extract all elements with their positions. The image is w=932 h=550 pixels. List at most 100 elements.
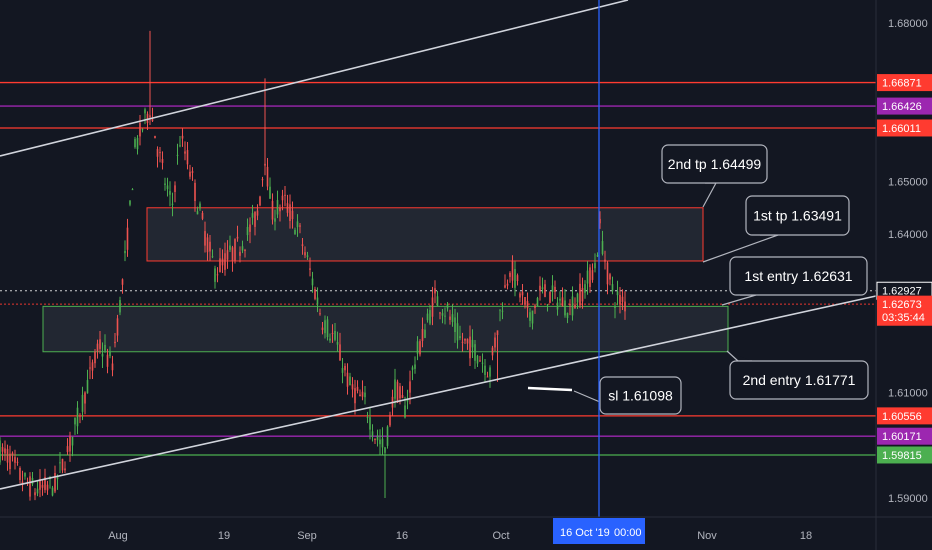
- candle-body: [604, 259, 606, 262]
- annotations-layer: 2nd tp 1.64499 1st tp 1.63491 1st entry 1.…: [527, 144, 869, 415]
- trend-lines: [0, 0, 877, 490]
- candle-body: [229, 245, 231, 250]
- candle-body: [569, 303, 571, 306]
- candle-body: [536, 298, 539, 307]
- candle-body: [71, 436, 74, 446]
- candle-body: [606, 262, 609, 285]
- candle-body: [209, 241, 211, 252]
- candle-body: [581, 287, 584, 302]
- candle-body: [499, 309, 501, 311]
- candle-body: [491, 347, 494, 356]
- candle-body: [39, 479, 41, 490]
- candle-body: [211, 256, 214, 258]
- candle-body: [544, 284, 546, 297]
- candle-body: [66, 446, 69, 453]
- candles-layer: [0, 30, 626, 501]
- candle-body: [44, 477, 46, 490]
- candle-body: [414, 364, 416, 369]
- candle-body: [131, 189, 134, 191]
- candle-body: [216, 274, 219, 276]
- price-tag-resistance: [877, 74, 932, 92]
- candle-body: [456, 323, 459, 341]
- entry-zone: [42, 305, 729, 353]
- candle-body: [364, 392, 366, 398]
- candle-body: [46, 484, 49, 491]
- candle-body: [259, 196, 261, 206]
- candle-body: [189, 171, 191, 177]
- candle-body: [309, 268, 311, 270]
- candle-body: [121, 279, 124, 285]
- candle-body: [266, 166, 269, 187]
- candle-body: [426, 313, 429, 321]
- price-tag-label: 1.62927: [882, 286, 922, 298]
- candle-body: [139, 122, 141, 137]
- candle-body: [141, 129, 144, 131]
- candle-body: [261, 179, 264, 181]
- candle-body: [406, 398, 409, 402]
- candle-body: [29, 476, 31, 497]
- candle-body: [619, 294, 621, 305]
- candle-body: [231, 247, 234, 261]
- candle-body: [444, 315, 446, 317]
- candle-body: [136, 137, 139, 150]
- time-tick-label: 19: [218, 530, 230, 542]
- candle-body: [311, 278, 314, 286]
- candle-body: [201, 212, 204, 219]
- candle-body: [549, 291, 551, 303]
- candle-body: [554, 286, 556, 292]
- candle-body: [164, 183, 166, 185]
- candle-body: [0, 440, 1, 463]
- candle-body: [511, 261, 514, 281]
- candle-body: [239, 251, 241, 256]
- candle-body: [134, 139, 136, 148]
- candle-body: [166, 185, 169, 190]
- price-tag-level: [877, 427, 932, 445]
- candle-body: [101, 353, 104, 357]
- candle-body: [516, 275, 519, 282]
- callout-label: 2nd entry 1.61771: [743, 372, 856, 388]
- candle-body: [434, 288, 436, 294]
- candle-body: [111, 363, 114, 371]
- crosshair-date-label: 16 Oct '19: [560, 527, 610, 539]
- candle-body: [149, 115, 151, 118]
- candle-body: [144, 109, 146, 114]
- candle-body: [586, 270, 589, 284]
- time-tick-label: Aug: [108, 530, 128, 542]
- candle-body: [306, 255, 309, 257]
- candle-body: [299, 225, 301, 227]
- candle-body: [236, 236, 239, 239]
- price-tag-support: [877, 407, 932, 425]
- candle-body: [56, 476, 59, 480]
- candle-body: [81, 394, 84, 412]
- candle-body: [551, 285, 554, 293]
- price-tag-label: 1.66426: [882, 101, 922, 113]
- candle-body: [254, 211, 256, 227]
- candle-body: [324, 320, 326, 334]
- candle-body: [411, 367, 414, 370]
- price-axis[interactable]: 1.68000 1.65000 1.64000 1.61000 1.59000 1.668…: [876, 18, 932, 505]
- candle-body: [346, 372, 349, 387]
- candle-body: [566, 312, 569, 318]
- price-tag-label: 1.60556: [882, 411, 922, 423]
- candle-body: [16, 461, 19, 463]
- candle-body: [616, 291, 619, 296]
- price-tag-level: [877, 97, 932, 115]
- candle-body: [186, 150, 189, 165]
- callout-box: [745, 195, 850, 236]
- candle-body: [379, 439, 381, 445]
- candle-body: [69, 436, 71, 452]
- candle-body: [539, 285, 541, 291]
- candle-body: [341, 367, 344, 373]
- candle-body: [576, 293, 579, 303]
- candle-body: [399, 386, 401, 399]
- candle-body: [156, 149, 159, 157]
- time-axis[interactable]: Aug 19 Sep 16 Oct Nov 18 16 Oct '19 00:00: [108, 518, 812, 544]
- candle-body: [594, 263, 596, 269]
- callout-box: [729, 256, 868, 296]
- candle-body: [281, 195, 284, 201]
- candle-body: [506, 283, 509, 286]
- candle-body: [439, 312, 441, 314]
- candle-body: [269, 186, 271, 199]
- candle-body: [351, 384, 354, 390]
